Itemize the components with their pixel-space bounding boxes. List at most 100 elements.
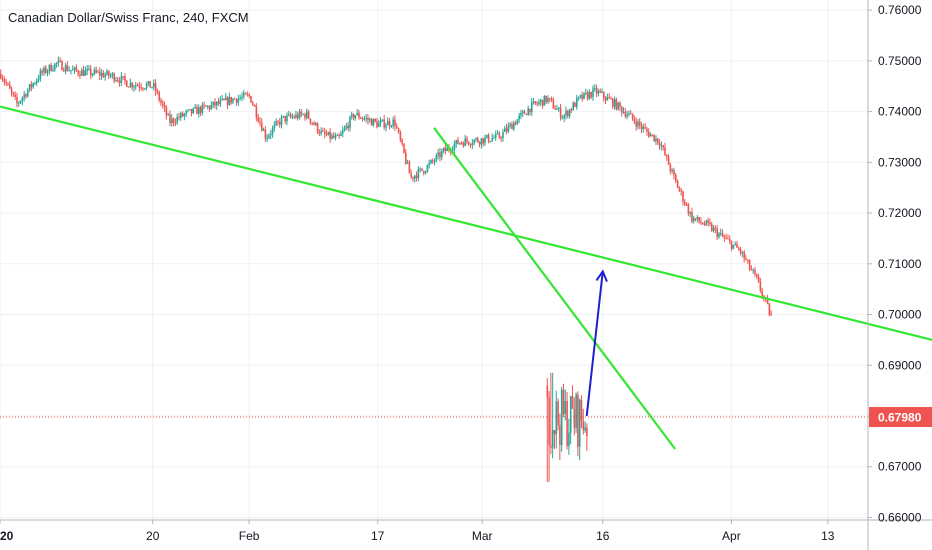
projection-arrow[interactable] xyxy=(585,269,608,417)
candle-body xyxy=(655,138,657,142)
candle-body xyxy=(745,258,747,260)
candle-body xyxy=(84,70,87,76)
candle-body xyxy=(221,98,223,100)
candle-body xyxy=(666,154,668,157)
candle-body xyxy=(27,90,29,97)
candle-body xyxy=(622,111,625,113)
candle-body xyxy=(658,143,661,146)
candle-body xyxy=(624,111,627,117)
candle-body xyxy=(606,96,609,101)
candle-body xyxy=(198,107,200,115)
candle-body xyxy=(414,175,416,179)
candle-body xyxy=(543,95,546,106)
candle-body xyxy=(569,396,572,433)
candle-body xyxy=(721,232,724,237)
candle-body xyxy=(703,224,706,226)
trendlines[interactable] xyxy=(0,105,932,450)
candle-body xyxy=(514,122,517,125)
candle-body xyxy=(95,69,97,73)
candle-body xyxy=(333,135,335,138)
candle-body xyxy=(718,233,720,237)
candle-body xyxy=(235,98,238,103)
candle-body xyxy=(91,74,94,76)
candle-body xyxy=(181,113,184,117)
candle-body xyxy=(439,152,441,158)
arrow-head xyxy=(595,269,608,282)
candle-body xyxy=(174,122,177,124)
candle-body xyxy=(331,135,333,139)
candle-body xyxy=(219,99,222,104)
candle-body xyxy=(523,111,526,114)
candle-body xyxy=(136,85,139,87)
candle-body xyxy=(730,241,733,249)
candle-body xyxy=(32,83,34,88)
candle-body xyxy=(154,83,157,92)
candle-body xyxy=(46,70,49,73)
y-tick-label: 0.66000 xyxy=(878,510,922,524)
candle-body xyxy=(433,160,436,162)
candle-body xyxy=(120,76,123,83)
candle-body xyxy=(25,94,27,97)
candle-body xyxy=(768,303,771,315)
candle-body xyxy=(761,290,763,297)
candle-body xyxy=(552,100,555,109)
candle-body xyxy=(464,138,466,147)
candle-body xyxy=(255,106,258,118)
candle-body xyxy=(189,108,191,110)
candle-body xyxy=(280,116,283,125)
candle-body xyxy=(66,65,69,71)
current-price-label: 0.67980 xyxy=(878,411,922,425)
candle-body xyxy=(487,134,490,142)
candle-body xyxy=(322,130,324,132)
candle-body xyxy=(698,216,700,222)
candle-body xyxy=(489,141,492,143)
candle-body xyxy=(361,118,364,120)
candle-body xyxy=(410,173,412,177)
candle-body xyxy=(363,118,366,120)
candle-body xyxy=(14,94,16,97)
candle-body xyxy=(79,74,81,76)
candle-body xyxy=(298,111,301,119)
candle-body xyxy=(54,63,56,70)
candle-body xyxy=(478,141,481,145)
candle-body xyxy=(347,125,349,129)
candle-body xyxy=(532,101,535,103)
candle-body xyxy=(676,180,679,188)
candle-body xyxy=(34,83,36,85)
candle-body xyxy=(28,84,31,91)
candle-body xyxy=(165,107,168,116)
candle-body xyxy=(711,224,713,231)
y-tick-label: 0.74000 xyxy=(878,105,922,119)
candle-body xyxy=(225,97,227,101)
candle-body xyxy=(369,119,371,121)
candle-body xyxy=(633,118,636,122)
candle-body xyxy=(516,119,519,125)
candle-body xyxy=(603,91,605,98)
candle-body xyxy=(579,95,582,97)
candle-body xyxy=(546,385,549,398)
candle-body xyxy=(194,107,196,109)
candle-body xyxy=(608,96,610,99)
candle-body xyxy=(313,122,315,125)
candle-body xyxy=(192,108,195,114)
candle-body xyxy=(685,204,688,206)
candle-body xyxy=(741,252,744,254)
candle-body xyxy=(613,99,616,107)
candle-body xyxy=(468,141,470,145)
x-tick-label: Mar xyxy=(472,529,493,543)
candle-body xyxy=(122,76,124,78)
candle-body xyxy=(343,128,346,131)
x-axis-ticks: 202020Feb17Mar16Apr13 xyxy=(0,529,835,543)
candle-body xyxy=(570,109,573,111)
candle-body xyxy=(228,96,231,105)
candle-body xyxy=(694,218,697,220)
candle-body xyxy=(406,162,409,164)
candle-body xyxy=(548,397,550,446)
candle-body xyxy=(282,115,285,117)
candle-body xyxy=(291,116,294,118)
candle-body xyxy=(77,70,79,75)
candle-body xyxy=(419,168,421,170)
candle-body xyxy=(126,80,128,87)
candle-body xyxy=(23,94,25,98)
candle-body xyxy=(504,128,506,132)
